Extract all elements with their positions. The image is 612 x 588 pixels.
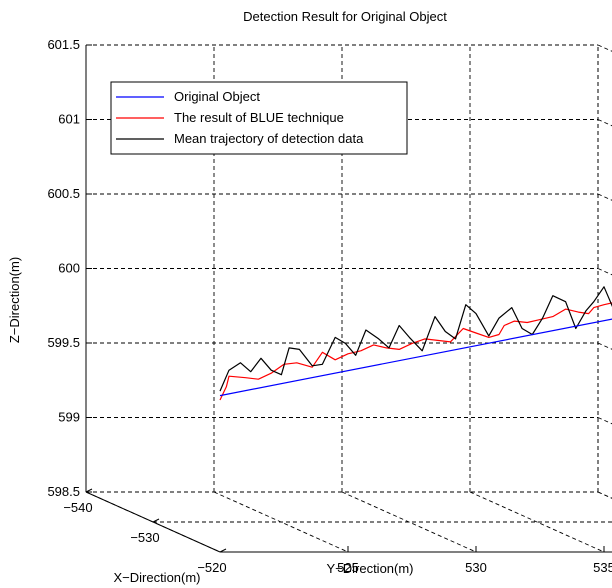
grid-line-rightwall-z — [597, 193, 612, 201]
z-axis-label: Z−Direction(m) — [7, 257, 22, 343]
x-tick-mark — [152, 518, 160, 523]
x-tick-mark — [219, 548, 227, 553]
z-tick-label: 598.5 — [47, 484, 80, 499]
x-axis-tick-labels: −540 −530 −520 — [63, 500, 226, 575]
y-axis-label: Y−Direction(m) — [326, 561, 413, 576]
series-line-0 — [219, 318, 612, 397]
z-tick-label: 599 — [58, 410, 80, 425]
legend-label-mean: Mean trajectory of detection data — [174, 131, 364, 146]
z-tick-label: 599.5 — [47, 335, 80, 350]
y-tick-label: 535 — [593, 560, 612, 575]
series-line-2 — [219, 286, 612, 392]
y-tick-label: 530 — [465, 560, 487, 575]
y-tick-label: 525 — [337, 560, 359, 575]
x-tick-label: −520 — [197, 560, 226, 575]
grid-line-rightwall-z — [597, 342, 612, 350]
grid-line-floor-y — [469, 491, 605, 553]
axes — [85, 44, 612, 553]
grid-line-rightwall-z — [597, 44, 612, 52]
legend: Original Object The result of BLUE techn… — [110, 81, 408, 155]
series-lines — [219, 286, 612, 401]
z-axis-tick-labels: 598.5 599 599.5 600 600.5 601 601.5 — [47, 37, 80, 499]
legend-label-blue: The result of BLUE technique — [174, 110, 344, 125]
chart-title: Detection Result for Original Object — [243, 9, 447, 24]
grid-line-rightwall-z — [597, 119, 612, 127]
x-tick-mark — [85, 488, 93, 493]
z-tick-label: 601 — [58, 112, 80, 127]
z-tick-label: 600 — [58, 261, 80, 276]
z-tick-label: 601.5 — [47, 37, 80, 52]
x-axis-label: X−Direction(m) — [113, 570, 200, 585]
legend-label-original: Original Object — [174, 89, 260, 104]
x-tick-label: −530 — [130, 530, 159, 545]
grid-line-rightwall-z — [597, 417, 612, 425]
z-tick-label: 600.5 — [47, 186, 80, 201]
series-line-1 — [219, 302, 612, 401]
x-tick-label: −540 — [63, 500, 92, 515]
y-axis-tick-labels: 525530535540 — [337, 560, 612, 575]
